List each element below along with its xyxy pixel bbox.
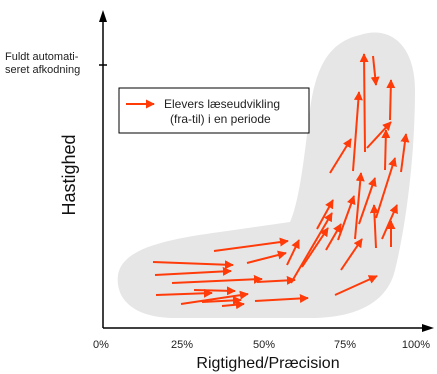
development-arrow <box>290 212 333 284</box>
development-arrow <box>180 290 249 305</box>
y-top-label-line2: seret afkodning <box>5 64 80 76</box>
development-arrow <box>286 239 300 266</box>
x-tick-75: 75% <box>334 339 356 351</box>
x-tick-50: 50% <box>253 339 275 351</box>
development-arrow <box>359 53 369 153</box>
development-arrow <box>370 55 380 86</box>
development-arrow <box>354 172 365 240</box>
development-arrow <box>381 204 398 240</box>
x-tick-100: 100% <box>402 339 430 351</box>
development-arrow <box>337 195 356 241</box>
development-arrow <box>201 295 242 305</box>
development-arrow <box>386 79 396 121</box>
x-axis-arrowhead <box>422 324 434 332</box>
development-arrow <box>334 275 378 296</box>
development-arrow <box>152 260 234 270</box>
development-arrow <box>400 133 410 173</box>
development-arrow <box>154 266 232 276</box>
development-arrow <box>193 286 236 296</box>
development-region <box>117 32 415 319</box>
development-arrow <box>381 129 391 171</box>
development-arrow <box>316 199 334 230</box>
development-arrow <box>171 274 263 284</box>
development-arrow <box>375 157 397 219</box>
development-arrow <box>155 288 213 298</box>
y-top-label-line1: Fuldt automati- <box>5 51 79 63</box>
development-arrow <box>369 204 379 249</box>
development-arrow <box>246 250 287 264</box>
legend-label-line1: Elevers læseudvikling <box>164 97 280 111</box>
x-axis-title: Rigtighed/Præcision <box>196 355 339 372</box>
development-arrow <box>256 275 296 285</box>
development-arrow <box>366 121 392 149</box>
development-arrow <box>340 238 363 271</box>
legend-box <box>118 87 310 134</box>
development-arrow <box>352 91 363 172</box>
development-arrow <box>358 177 377 225</box>
development-arrow <box>221 300 245 310</box>
x-tick-25: 25% <box>171 339 193 351</box>
x-tick-0: 0% <box>93 339 109 351</box>
development-arrow <box>213 237 289 252</box>
y-axis-title: Hastighed <box>59 134 79 215</box>
development-arrow <box>254 293 309 303</box>
y-axis-arrowhead <box>99 10 107 22</box>
development-arrow <box>325 223 342 251</box>
legend-label-line2: (fra-til) i en periode <box>170 112 271 126</box>
development-arrows <box>152 53 410 310</box>
development-arrow <box>301 227 329 268</box>
development-arrow <box>329 138 352 174</box>
